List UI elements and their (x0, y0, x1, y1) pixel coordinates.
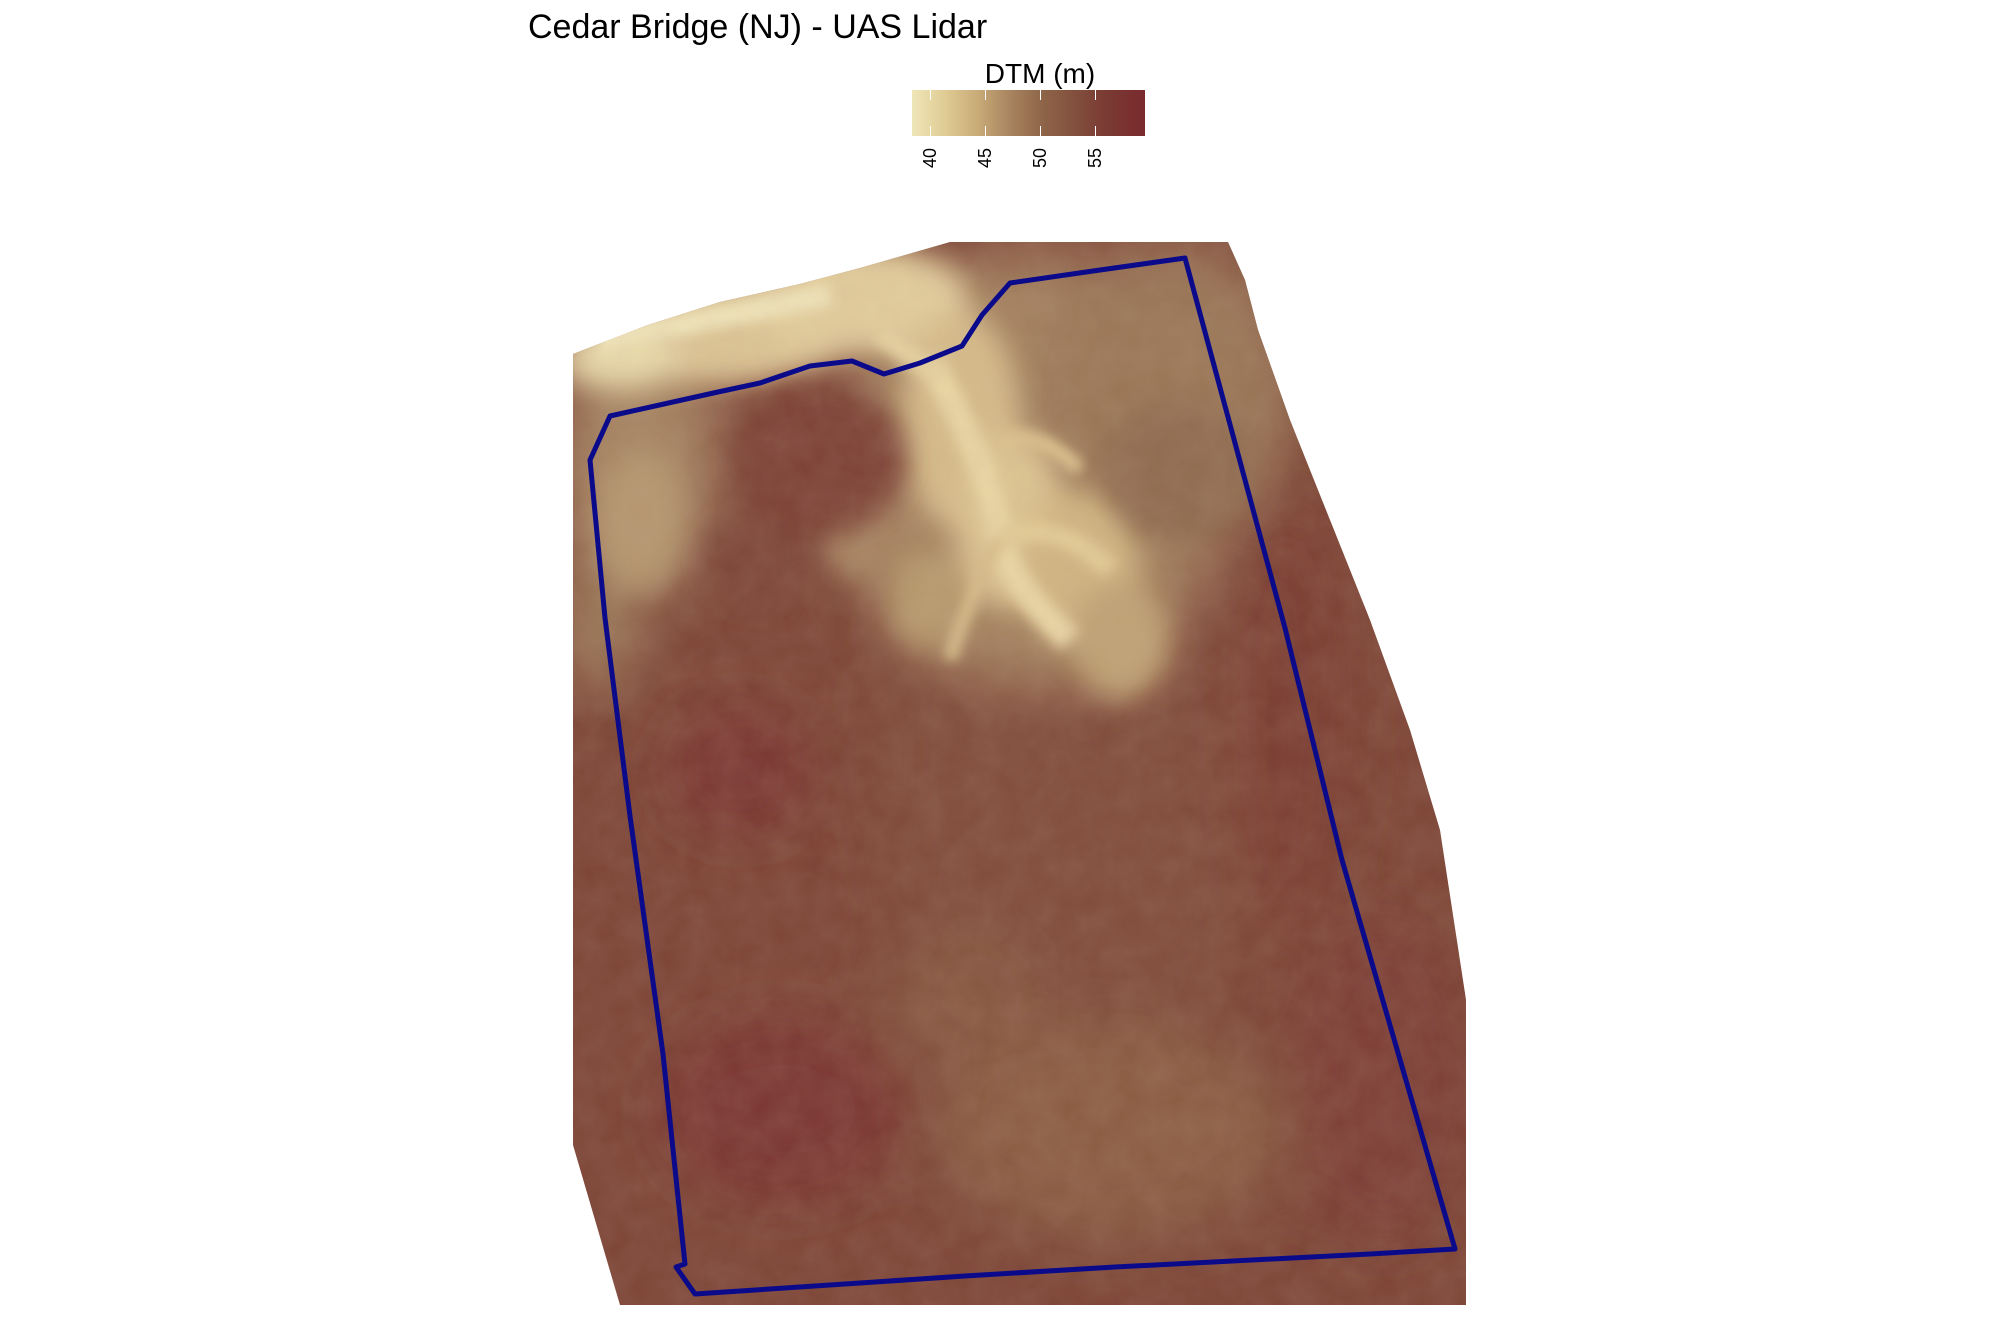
legend-tick-mark (985, 126, 986, 136)
legend-tick-mark (930, 126, 931, 136)
legend-tick-mark (930, 90, 931, 100)
dtm-raster (573, 242, 1466, 1305)
legend-tick-mark (1095, 126, 1096, 136)
legend-tick-mark (1095, 90, 1096, 100)
study-area-boundary (587, 255, 1458, 1297)
legend-tick-mark (1040, 90, 1041, 100)
legend-colorbar (912, 90, 1145, 136)
legend-tick-mark (985, 90, 986, 100)
map-title: Cedar Bridge (NJ) - UAS Lidar (528, 8, 988, 46)
dtm-legend: DTM (m) 40 45 50 55 (900, 56, 1200, 196)
legend-tick-mark (1040, 126, 1041, 136)
legend-title: DTM (m) (984, 58, 1096, 89)
